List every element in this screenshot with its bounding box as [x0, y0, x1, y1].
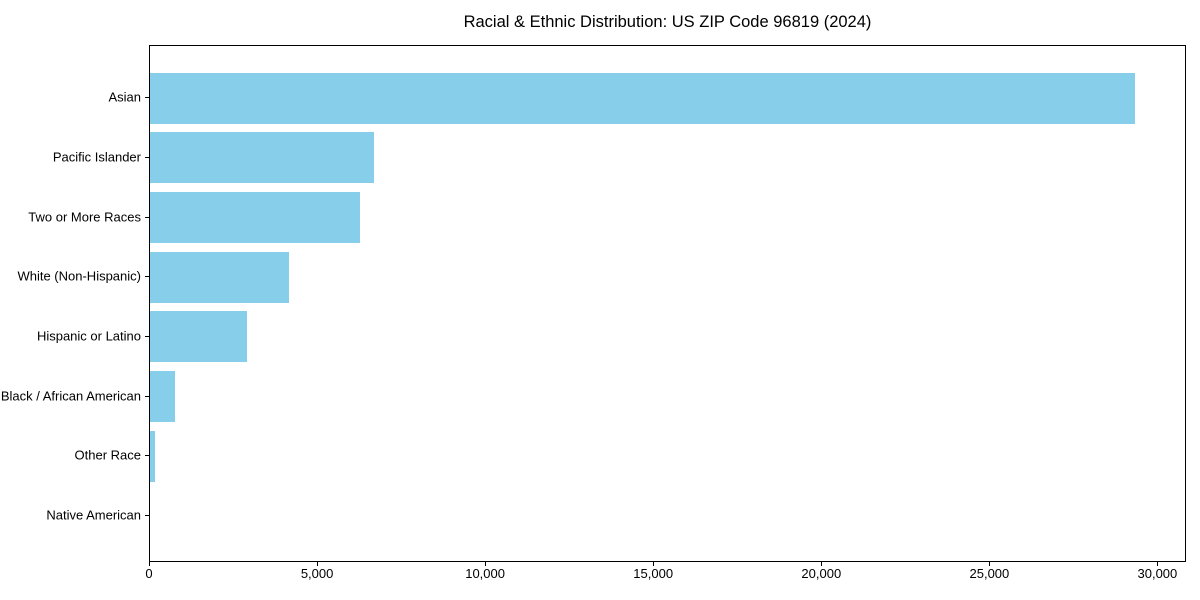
plot-area	[149, 45, 1186, 562]
x-tick-mark	[1157, 562, 1159, 566]
x-tick-mark	[653, 562, 655, 566]
y-tick-mark	[145, 514, 149, 516]
x-tick-label: 25,000	[969, 566, 1010, 581]
x-tick-mark	[485, 562, 487, 566]
bar	[150, 192, 360, 244]
x-tick-label: 15,000	[633, 566, 674, 581]
x-tick-label: 0	[145, 566, 153, 581]
y-tick-label: Two or More Races	[28, 209, 141, 225]
y-tick-label: Native American	[46, 507, 141, 523]
y-tick-mark	[145, 97, 149, 99]
x-tick-mark	[149, 562, 150, 566]
bar	[150, 311, 248, 363]
y-tick-label: Other Race	[74, 447, 141, 463]
x-tick-label: 5,000	[300, 566, 334, 581]
chart-title: Racial & Ethnic Distribution: US ZIP Cod…	[463, 13, 872, 31]
y-tick-label: Asian	[108, 89, 141, 105]
y-tick-mark	[145, 335, 149, 337]
x-tick-label: 20,000	[801, 566, 842, 581]
y-tick-label: White (Non-Hispanic)	[17, 268, 141, 284]
y-tick-label: Pacific Islander	[52, 149, 141, 165]
x-tick-mark	[821, 562, 823, 566]
y-tick-mark	[145, 276, 149, 278]
y-tick-mark	[145, 156, 149, 158]
bar	[150, 72, 1135, 124]
x-tick-mark	[317, 562, 319, 566]
y-tick-mark	[145, 395, 149, 397]
y-tick-mark	[145, 455, 149, 457]
bar	[150, 430, 156, 482]
x-tick-mark	[989, 562, 991, 566]
bar	[150, 132, 374, 184]
bar	[150, 251, 289, 303]
bar	[150, 371, 175, 423]
y-tick-mark	[145, 216, 149, 218]
x-tick-label: 10,000	[465, 566, 505, 581]
y-tick-label: Hispanic or Latino	[36, 328, 141, 344]
y-tick-label: Black / African American	[0, 388, 141, 404]
x-tick-label: 30,000	[1137, 566, 1178, 581]
